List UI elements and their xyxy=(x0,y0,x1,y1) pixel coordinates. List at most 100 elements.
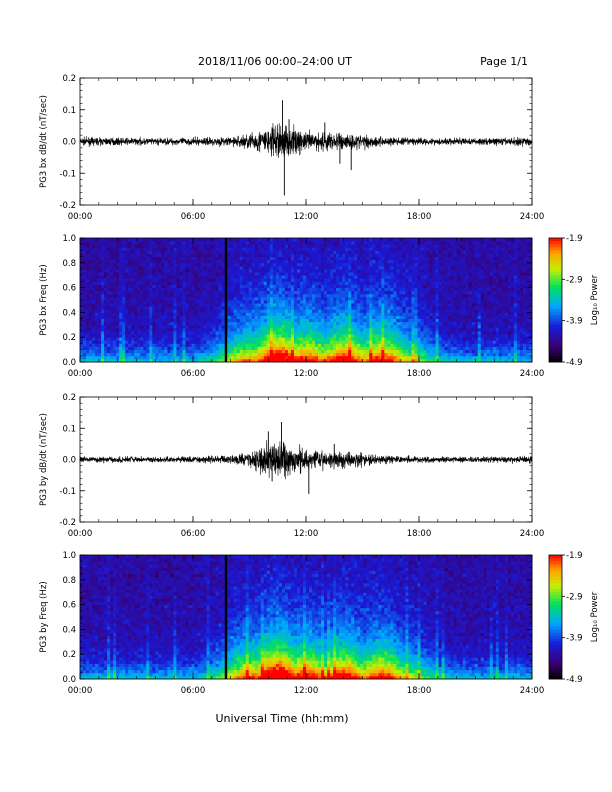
spectrogram-cell xyxy=(230,241,235,245)
spectrogram-cell xyxy=(80,272,84,276)
spectrogram-cell xyxy=(399,290,403,295)
spectrogram-cell xyxy=(309,352,313,357)
spectrogram-cell xyxy=(363,287,367,292)
spectrogram-cell xyxy=(312,318,316,323)
spectrogram-cell xyxy=(242,272,247,276)
spectrogram-cell xyxy=(182,324,186,329)
spectrogram-cell xyxy=(218,334,223,338)
spectrogram-cell xyxy=(429,296,433,301)
spectrogram-cell xyxy=(309,238,313,242)
spectrogram-cell xyxy=(393,262,397,267)
spectrogram-cell xyxy=(351,309,355,313)
spectrogram-cell xyxy=(369,259,373,264)
spectrogram-cell xyxy=(104,262,108,267)
spectrogram-cell xyxy=(269,244,274,248)
spectrogram-cell xyxy=(414,343,418,347)
spectrogram-cell xyxy=(438,300,442,304)
spectrogram-cell xyxy=(411,238,415,242)
spectrogram-cell xyxy=(176,309,180,313)
spectrogram-cell xyxy=(167,275,171,279)
spectrogram-cell xyxy=(122,269,126,273)
spectrogram-cell xyxy=(357,346,361,350)
spectrogram-cell xyxy=(299,352,304,357)
spectrogram-cell xyxy=(179,259,183,264)
spectrogram-cell xyxy=(360,265,364,270)
spectrogram-cell xyxy=(444,327,449,332)
spectrogram-cell xyxy=(330,262,334,267)
spectrogram-cell xyxy=(405,334,409,338)
spectrogram-cell xyxy=(101,340,105,344)
spectrogram-cell xyxy=(318,337,322,341)
spectrogram-cell xyxy=(263,300,268,304)
spectrogram-cell xyxy=(390,312,394,316)
spectrogram-cell xyxy=(206,303,210,307)
spectrogram-cell xyxy=(98,272,102,276)
spectrogram-cell xyxy=(287,352,292,357)
spectrogram-cell xyxy=(215,265,220,270)
spectrogram-cell xyxy=(149,343,153,347)
spectrogram-cell xyxy=(336,309,340,313)
spectrogram-cell xyxy=(339,358,343,363)
spectrogram-cell xyxy=(435,265,439,270)
spectrogram-cell xyxy=(254,337,259,341)
spectrogram-cell xyxy=(354,238,358,242)
spectrogram-cell xyxy=(348,238,352,242)
spectrogram-cell xyxy=(372,303,376,307)
spectrogram-cell xyxy=(411,331,415,335)
spectrogram-cell xyxy=(245,284,250,288)
spectrogram-cell xyxy=(351,265,355,270)
spectrogram-cell xyxy=(164,306,168,310)
spectrogram-cell xyxy=(275,358,280,363)
spectrogram-cell xyxy=(254,349,259,354)
spectrogram-cell xyxy=(287,343,292,347)
spectrogram-cell xyxy=(396,312,400,316)
spectrogram-cell xyxy=(89,272,93,276)
spectrogram-cell xyxy=(254,343,259,347)
spectrogram-cell xyxy=(164,303,168,307)
spectrogram-cell xyxy=(354,278,358,282)
spectrogram-cell xyxy=(438,334,442,338)
spectrogram-cell xyxy=(203,241,207,245)
spectrogram-cell xyxy=(128,315,132,319)
spectrogram-cell xyxy=(152,281,156,285)
spectrogram-cell xyxy=(387,253,391,257)
spectrogram-cell xyxy=(98,293,102,298)
spectrogram-cell xyxy=(275,247,280,251)
spectrogram-cell xyxy=(263,355,268,360)
spectrogram-cell xyxy=(263,278,268,282)
spectrogram-cell xyxy=(134,278,138,282)
spectrogram-cell xyxy=(348,262,352,267)
spectrogram-cell xyxy=(221,337,226,341)
spectrogram-cell xyxy=(438,312,442,316)
spectrogram-cell xyxy=(336,281,340,285)
spectrogram-cell xyxy=(113,331,117,335)
spectrogram-cell xyxy=(95,327,99,332)
spectrogram-cell xyxy=(200,278,204,282)
spectrogram-cell xyxy=(176,300,180,304)
spectrogram-cell xyxy=(200,281,204,285)
spectrogram-cell xyxy=(390,346,394,350)
spectrogram-cell xyxy=(191,312,195,316)
spectrogram-cell xyxy=(116,349,120,354)
spectrogram-cell xyxy=(321,272,325,276)
spectrogram-cell xyxy=(95,244,99,248)
spectrogram-cell xyxy=(333,306,337,310)
spectrogram-cell xyxy=(345,296,349,301)
spectrogram-cell xyxy=(122,315,126,319)
spectrogram-cell xyxy=(221,300,226,304)
spectrogram-cell xyxy=(284,300,289,304)
spectrogram-cell xyxy=(122,281,126,285)
spectrogram-cell xyxy=(152,265,156,270)
spectrogram-cell xyxy=(405,306,409,310)
spectrogram-cell xyxy=(95,259,99,264)
spectrogram-cell xyxy=(254,284,259,288)
spectrogram-cell xyxy=(140,272,144,276)
spectrogram-cell xyxy=(302,296,307,301)
spectrogram-cell xyxy=(396,331,400,335)
spectrogram-cell xyxy=(146,256,150,261)
spectrogram-cell xyxy=(80,318,84,323)
spectrogram-cell xyxy=(137,349,141,354)
spectrogram-cell xyxy=(312,327,316,332)
spectrogram-cell xyxy=(221,244,226,248)
spectrogram-cell xyxy=(260,315,265,319)
